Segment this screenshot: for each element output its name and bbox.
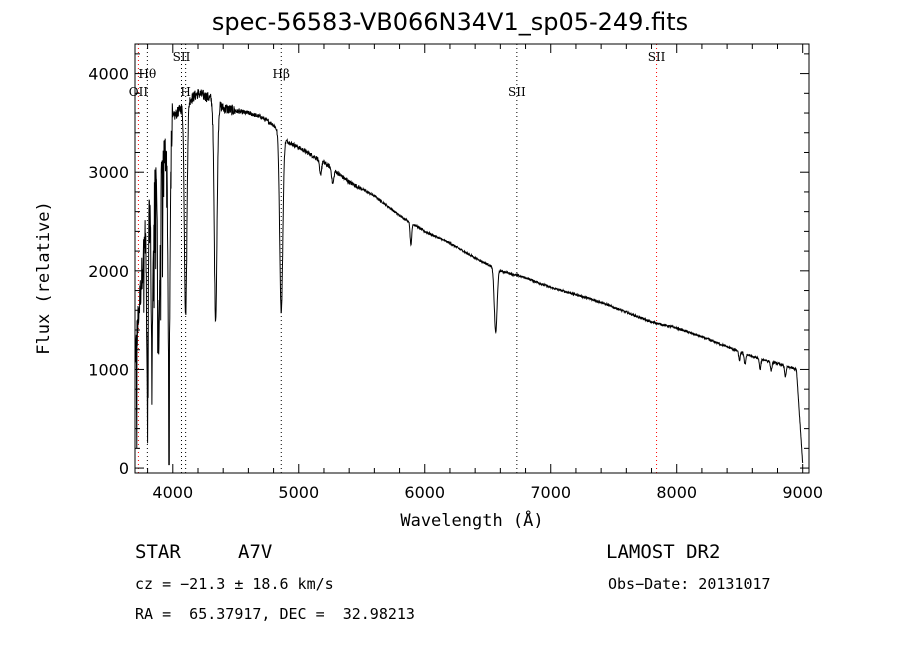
spectral-line-label: H [180,85,190,99]
axis-ticks: 4000 5000 6000 7000 8000 9000 0 1000 2000 3000 400… [88,44,823,502]
spectral-class: A7V [238,541,273,563]
y-axis-label-text: Flux (relative) [34,201,54,355]
x-tick-label: 9000 [782,483,823,502]
spectral-line-label: Hθ [138,67,156,81]
y-tick-label: 0 [119,459,129,478]
spectral-line-labels: OII Hθ SII H Hβ SII SII [129,50,666,99]
spectral-line-label: SII [508,85,526,99]
x-tick-label: 8000 [656,483,697,502]
redshift-velocity: cz = −21.3 ± 18.6 km/s [135,575,334,593]
spectral-line-label: Hβ [273,67,290,81]
y-tick-label: 4000 [88,65,129,84]
plot-frame [134,43,810,474]
y-tick-label: 1000 [88,360,129,379]
spectral-line-label: SII [648,50,666,64]
x-tick-label: 7000 [530,483,571,502]
x-tick-label: 5000 [278,483,319,502]
x-tick-label: 6000 [404,483,445,502]
sky-coordinates: RA = 65.37917, DEC = 32.98213 [135,605,415,623]
spectral-line-markers [137,44,658,473]
spectral-line-label: OII [129,85,149,99]
y-tick-label: 2000 [88,262,129,281]
spectral-line-label: SII [173,50,191,64]
observation-date: Obs−Date: 20131017 [608,575,771,593]
chart-title: spec-56583-VB066N34V1_sp05-249.fits [211,8,689,36]
y-tick-label: 3000 [88,163,129,182]
x-axis-label: Wavelength (Å) [400,511,544,531]
object-type: STAR [135,541,181,563]
x-tick-label: 4000 [152,483,193,502]
survey-name: LAMOST DR2 [606,541,721,563]
flux-series-line [134,89,804,466]
